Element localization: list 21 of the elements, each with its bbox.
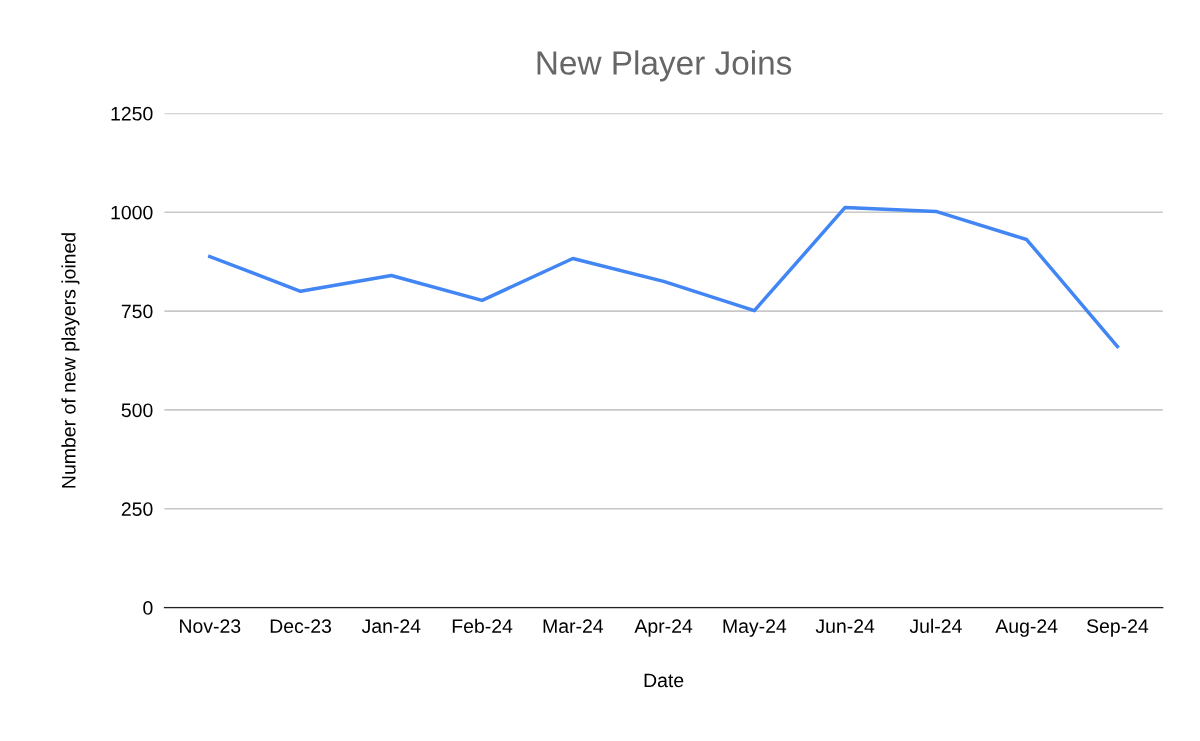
chart-title: New Player Joins <box>537 50 792 82</box>
x-tick-label: Apr-24 <box>634 619 693 637</box>
x-tick-label: Jan-24 <box>361 619 421 634</box>
x-tick-label: Dec-23 <box>270 619 332 634</box>
x-tick-label: Nov-23 <box>180 619 241 634</box>
x-tick-label: Jul-24 <box>909 618 962 634</box>
y-tick-label: 1250 <box>111 106 153 121</box>
y-tick-label: 0 <box>143 601 153 615</box>
x-tick-label: Feb-24 <box>452 618 513 634</box>
x-tick-label: Jun-24 <box>815 619 875 634</box>
y-tick-label: 1000 <box>111 205 153 220</box>
x-tick-label: Mar-24 <box>543 619 604 634</box>
y-tick-label: 750 <box>121 304 153 319</box>
x-tick-label: Aug-24 <box>995 619 1058 637</box>
line-series <box>208 205 1120 349</box>
x-tick-label: May-24 <box>723 619 787 637</box>
y-tick-label: 250 <box>121 502 153 517</box>
x-axis-title: Date <box>644 673 684 688</box>
x-tick-label: Sep-24 <box>1086 619 1149 637</box>
y-axis-title: Number of new players joined <box>61 233 80 488</box>
y-tick-label: 500 <box>121 403 153 418</box>
